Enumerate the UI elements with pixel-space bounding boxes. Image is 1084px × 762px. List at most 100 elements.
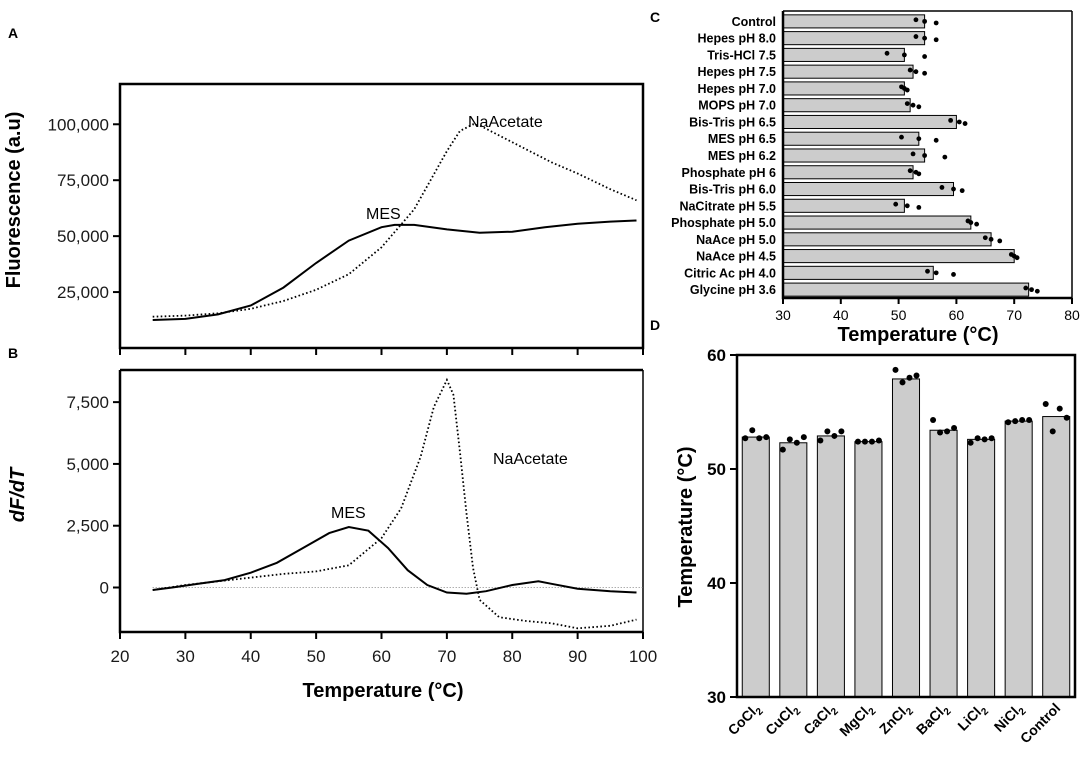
panel-d-ytick-label: 60 <box>707 346 726 365</box>
panel-c-bar <box>782 265 934 280</box>
panel-d-bar <box>779 442 808 698</box>
panel-c-bar <box>782 31 926 46</box>
panel-c-point <box>904 101 910 107</box>
panel-d-point <box>981 436 988 443</box>
panel-a-series-naacetate <box>152 123 637 318</box>
panel-c-point <box>962 121 968 126</box>
panel-c-point <box>933 37 939 43</box>
panel-c-bar <box>782 232 992 247</box>
panel-d-point <box>974 435 981 442</box>
panel-c-point <box>913 69 919 75</box>
panel-c-category-label: Tris-HCl 7.5 <box>707 48 776 62</box>
panel-a-chart: Fluorescence (a.u) MES NaAcetate 25,000 5… <box>3 82 645 355</box>
panel-a-ytick-label: 100,000 <box>48 115 109 134</box>
panel-c-point <box>884 50 890 56</box>
panel-d-point <box>749 427 756 434</box>
panel-d-point <box>967 439 974 446</box>
panel-a-series-mes <box>152 219 637 321</box>
panel-a-ytick-label: 75,000 <box>57 171 109 190</box>
panel-c-category-label: MES pH 6.2 <box>708 149 776 163</box>
panel-c-point <box>910 151 916 157</box>
panel-c-point <box>922 18 928 24</box>
panel-c-xlabel: Temperature (°C) <box>838 324 999 346</box>
panel-c-point <box>988 236 994 242</box>
panel-d-category-label: BaCl2 <box>913 699 954 740</box>
panel-b-ytick-label: 0 <box>100 579 109 598</box>
panel-d-point <box>1012 418 1019 425</box>
panel-c-xtick-label: 50 <box>891 307 907 323</box>
panel-d-point <box>756 435 763 442</box>
panel-a-ytick-label: 25,000 <box>57 283 109 302</box>
panel-c-category-label: Phosphate pH 6 <box>682 166 777 180</box>
panel-c-point <box>922 70 928 76</box>
panel-c-category-label: Hepes pH 7.0 <box>697 82 776 96</box>
panel-d-point <box>861 438 868 445</box>
panel-c-bar <box>782 282 1030 297</box>
panel-b-xtick-label: 100 <box>629 647 657 666</box>
panel-c-category-label: Hepes pH 7.5 <box>697 65 776 79</box>
panel-c-point <box>922 35 928 41</box>
panel-c-point <box>922 54 928 59</box>
panel-d-bar <box>741 436 770 698</box>
panel-d-point <box>1063 414 1070 421</box>
panel-d-point <box>951 424 958 431</box>
panel-d-point <box>1026 416 1033 423</box>
panel-d-point <box>1056 405 1063 412</box>
panel-d-bar <box>967 438 996 698</box>
panel-c-category-label: NaCitrate pH 5.5 <box>679 199 776 213</box>
panel-d-ytick-label: 40 <box>707 574 726 593</box>
panel-d-bar <box>1042 416 1071 698</box>
panel-d-point <box>854 438 861 445</box>
panel-d-category-label: CaCl2 <box>800 699 841 740</box>
panel-d-bar <box>929 429 958 698</box>
panel-d-point <box>831 432 838 439</box>
panel-b-annotation-naacetate: NaAcetate <box>493 451 568 468</box>
panel-d-bar <box>1004 420 1033 698</box>
panel-label-a: A <box>8 25 18 41</box>
panel-d-category-label: CoCl2 <box>725 699 766 740</box>
panel-c-bar <box>782 165 914 180</box>
panel-c-point <box>951 186 956 192</box>
panel-c-category-label: Control <box>732 15 776 29</box>
panel-b-series-mes <box>152 525 637 595</box>
panel-c-point <box>910 102 916 108</box>
panel-c-point <box>907 168 913 174</box>
panel-c-point <box>904 203 910 209</box>
panel-d-bar <box>816 435 845 698</box>
panel-d-frame <box>735 353 1077 699</box>
panel-c-point <box>939 185 945 190</box>
panel-b-xtick-label: 80 <box>503 647 522 666</box>
panel-d-subscript: 2 <box>829 706 841 718</box>
panel-c-category-label: MES pH 6.5 <box>708 132 776 146</box>
panel-d-chart: Temperature (°C) CoCl2CuCl2CaCl2MgCl2ZnC… <box>675 346 1077 746</box>
panel-b-annotation-mes: MES <box>331 505 366 522</box>
panel-c-point <box>904 87 910 93</box>
panel-c-bar <box>782 131 920 146</box>
panel-c-category-label: Bis-Tris pH 6.0 <box>689 183 776 197</box>
panel-c-point <box>948 117 954 123</box>
panel-c-point <box>916 104 922 110</box>
panel-c-xtick-label: 70 <box>1006 307 1022 323</box>
panel-c-point <box>942 154 948 160</box>
panel-d-point <box>906 374 913 381</box>
panel-label-b: B <box>8 345 18 361</box>
panel-d-point <box>937 429 944 436</box>
panel-d-subscript: 2 <box>904 706 916 718</box>
panel-c-bar <box>782 249 1015 264</box>
panel-b-xlabel: Temperature (°C) <box>303 680 464 702</box>
panel-c-point <box>1014 255 1020 261</box>
panel-c-category-label: Citric Ac pH 4.0 <box>684 266 776 280</box>
panel-c-category-label: Hepes pH 8.0 <box>697 32 776 46</box>
panel-d-point <box>742 435 749 442</box>
panel-b-xtick-label: 20 <box>111 647 130 666</box>
panel-c-chart: Temperature (°C) Control Hepes pH 8.0 Tris… <box>671 10 1080 346</box>
panel-c-point <box>913 34 919 39</box>
panel-d-point <box>1019 416 1026 423</box>
panel-b-xtick-label: 30 <box>176 647 195 666</box>
panel-d-category-label: MgCl2 <box>836 699 879 742</box>
panel-d-category-label: CuCl2 <box>762 699 803 740</box>
panel-d-point <box>892 366 899 373</box>
panel-c-bar <box>782 148 926 163</box>
panel-c-point <box>1023 285 1029 291</box>
panel-c-xtick-label: 60 <box>949 307 965 323</box>
